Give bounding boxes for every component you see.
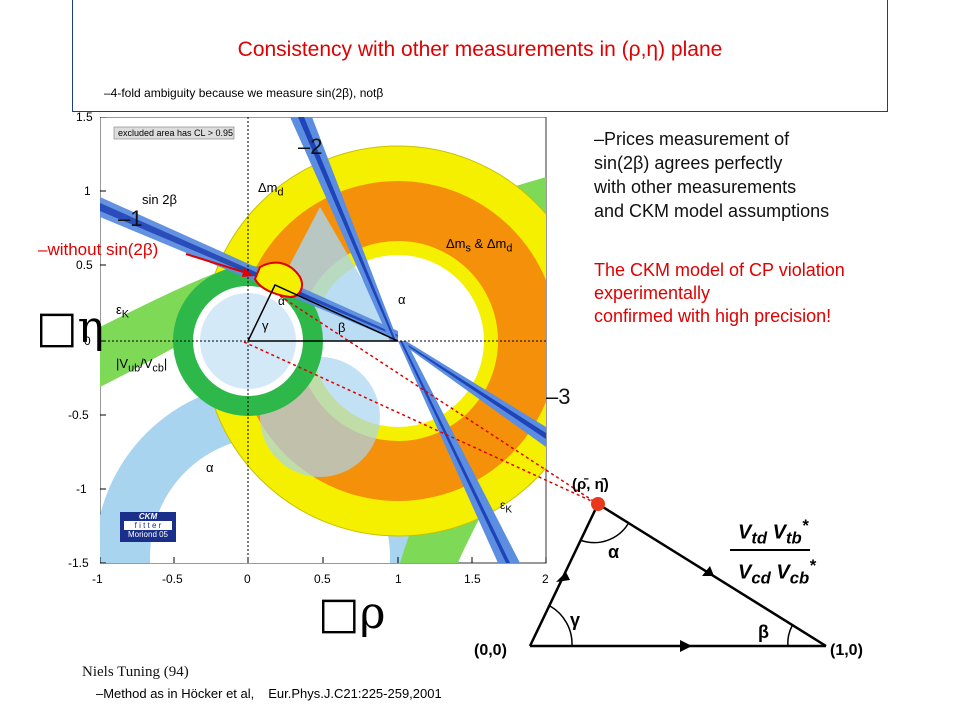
rho-axis-symbol: □ρ: [318, 588, 386, 639]
without-arrow: [185, 253, 254, 277]
ckmfitter-logo: CKM f i t t e r Moriond 05: [120, 512, 176, 542]
y-tick-label: 0: [84, 334, 91, 348]
origin-label: (0,0): [474, 642, 507, 659]
right-conclusion: The CKM model of CP violation experiment…: [594, 260, 845, 326]
y-tick-label: 1: [84, 184, 91, 198]
marker-1: –1: [118, 206, 143, 231]
epsk-label-right: εK: [500, 498, 513, 516]
sin2b-band-2: [290, 117, 398, 341]
without-sin2b-label: –without sin(2β): [38, 240, 159, 259]
slide-title: Consistency with other measurements in (…: [237, 38, 723, 61]
right-vertex-label: (1,0): [830, 642, 863, 659]
right-description: –Prices measurement of sin(2β) agrees pe…: [594, 129, 830, 221]
fit-contour: [253, 261, 303, 299]
gamma-angle: γ: [570, 610, 581, 630]
fraction-numerator: Vtd Vtb*: [738, 516, 809, 548]
ambiguity-note: –4-fold ambiguity because we measure sin…: [104, 86, 384, 100]
apex-label: (ρ̄, η̄): [572, 476, 609, 493]
marker-3: –3: [546, 384, 571, 409]
plot-triangle: [247, 284, 399, 342]
alpha-angle: α: [608, 542, 620, 562]
x-tick-label: 1: [395, 572, 402, 586]
x-ticks: [100, 557, 547, 563]
sin2b-band-4: [398, 341, 520, 563]
x-tick-label: 1.5: [464, 572, 481, 586]
y-tick-label: 1.5: [76, 110, 93, 124]
gamma-label-plot: γ: [262, 318, 269, 333]
ckm-plot: [100, 117, 547, 564]
y-ticks: [100, 117, 106, 564]
author-footer: Niels Tuning (94): [82, 664, 189, 680]
excluded-area-note: excluded area has CL > 0.95: [118, 128, 233, 138]
x-tick-label: -0.5: [162, 572, 183, 586]
y-tick-label: -1: [76, 482, 87, 496]
eta-axis-symbol: □η: [36, 302, 104, 353]
unitarity-triangle: [528, 497, 827, 652]
alpha-label-1: α: [398, 292, 406, 307]
dmd-label: Δmd: [258, 180, 284, 199]
beta-angle: β: [758, 622, 769, 642]
reference-link: Eur.Phys.J.C21:225-259,2001: [268, 686, 442, 701]
x-tick-label: 0: [244, 572, 251, 586]
sin2b-band-1: [100, 197, 398, 341]
epsk-label-left: εK: [116, 302, 130, 321]
x-tick-label: 0.5: [314, 572, 331, 586]
method-footer: –Method as in Höcker et al, Eur.Phys.J.C2…: [96, 686, 442, 701]
alpha-label-2: α: [278, 294, 285, 308]
y-tick-label: 0.5: [76, 258, 93, 272]
fraction-denominator: Vcd Vcb*: [738, 556, 816, 588]
alpha-label-3: α: [206, 460, 214, 475]
marker-2: –2: [298, 134, 323, 159]
vub-label: |Vub/Vcb|: [116, 356, 168, 375]
sin2b-band-3: [398, 341, 546, 447]
x-tick-label: -1: [92, 572, 103, 586]
x-tick-label: 2: [542, 572, 549, 586]
beta-label-plot: β: [338, 320, 346, 335]
dms-label: Δms & Δmd: [446, 236, 513, 255]
title-frame: [72, 0, 888, 112]
y-tick-label: -0.5: [68, 408, 89, 422]
y-tick-label: -1.5: [68, 556, 89, 570]
sin2b-label: sin 2β: [142, 192, 177, 207]
